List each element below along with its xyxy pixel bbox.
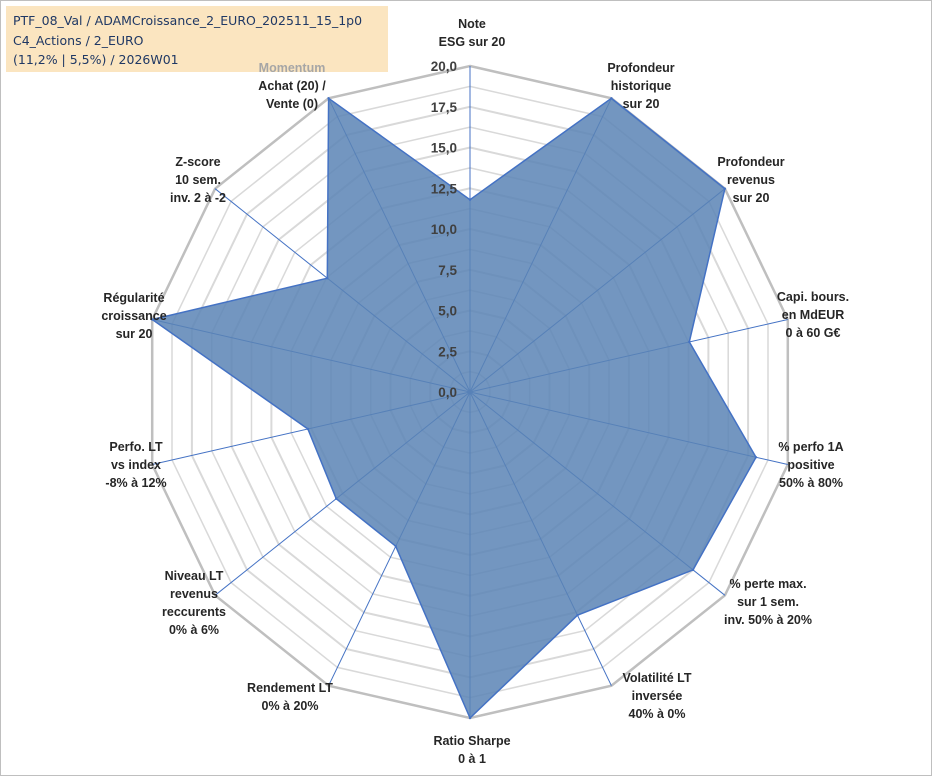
category-label: % perte max. sur 1 sem. inv. 50% à 20% [724, 577, 812, 627]
category-label: Niveau LT revenus reccurents 0% à 6% [162, 569, 226, 637]
performance-summary: (11,2% | 5,5%) / 2026W01 [13, 52, 179, 67]
category-label-line: Note [458, 17, 486, 31]
category-label-line: Volatilité LT [623, 671, 692, 685]
category-label: Volatilité LT inversée 40% à 0% [623, 671, 692, 721]
radar-series [150, 96, 758, 720]
tick-label: 15,0 [431, 141, 457, 156]
tick-label: 17,5 [431, 100, 458, 115]
data-point [691, 568, 695, 572]
data-point [306, 427, 310, 431]
category-label: Rendement LT 0% à 20% [247, 681, 333, 713]
category-label-line: 40% à 0% [629, 707, 686, 721]
category-label-line: -8% à 12% [105, 476, 166, 490]
portfolio-name: PTF_08_Val / ADAMCroissance_2_EURO_20251… [13, 13, 363, 28]
category-label-line: Ratio Sharpe [433, 734, 510, 748]
category-label-line: Capi. bours. [777, 290, 849, 304]
category-label-line: 50% à 80% [779, 476, 843, 490]
category-label-line: Régularité [103, 291, 164, 305]
category-label-line: 0% à 6% [169, 623, 219, 637]
data-point [688, 340, 691, 344]
data-point [468, 716, 472, 720]
radial-axis-ticks: 0,0 2,5 5,0 7,5 10,0 12,5 15,0 17,5 20,0 [431, 59, 458, 400]
category-label-line: 10 sem. [175, 173, 221, 187]
category-labels: Note ESG sur 20 Profondeur historique sur 20… [101, 17, 849, 766]
category-label-line: Vente (0) [266, 97, 318, 111]
tick-label: 2,5 [438, 344, 457, 359]
category-label-line: croissance [101, 309, 166, 323]
category-label-line: Momentum [259, 61, 326, 75]
tick-label: 12,5 [431, 181, 458, 196]
category-label-line: inv. 50% à 20% [724, 613, 812, 627]
data-point [151, 318, 154, 321]
category-label-line: Profondeur [607, 61, 674, 75]
portfolio-info-box: PTF_08_Val / ADAMCroissance_2_EURO_20251… [6, 6, 388, 72]
asset-class: C4_Actions / 2_EURO [13, 32, 144, 48]
category-label: Profondeur revenus sur 20 [717, 155, 784, 205]
category-label: Régularité croissance sur 20 [101, 291, 166, 341]
category-label: Momentum Achat (20) / Vente (0) [258, 61, 326, 111]
data-point [723, 187, 727, 190]
category-label-line: % perte max. [729, 577, 806, 591]
data-point [327, 97, 330, 100]
data-point [754, 456, 758, 459]
category-label-line: vs index [111, 458, 161, 472]
tick-label: 20,0 [431, 59, 457, 74]
tick-label: 0,0 [438, 385, 457, 400]
category-label: Note ESG sur 20 [439, 17, 506, 49]
category-label-line: en MdEUR [782, 308, 845, 322]
category-label: Z-score 10 sem. inv. 2 à -2 [170, 155, 226, 205]
category-label-line: positive [787, 458, 834, 472]
category-label-line: sur 20 [623, 97, 660, 111]
data-point [394, 545, 397, 548]
category-label-line: sur 20 [733, 191, 770, 205]
tick-label: 10,0 [431, 222, 457, 237]
category-label-line: inversée [632, 689, 683, 703]
category-label: Capi. bours. en MdEUR 0 à 60 G€ [777, 290, 849, 340]
data-point [468, 198, 472, 201]
category-label-line: revenus [727, 173, 775, 187]
category-label-line: Z-score [175, 155, 220, 169]
category-label-line: sur 20 [116, 327, 153, 341]
category-label-line: Achat (20) / [258, 79, 326, 93]
category-label-line: Profondeur [717, 155, 784, 169]
category-label-line: inv. 2 à -2 [170, 191, 226, 205]
category-label-line: Rendement LT [247, 681, 333, 695]
category-label: Ratio Sharpe 0 à 1 [433, 734, 510, 766]
category-label-line: sur 1 sem. [737, 595, 799, 609]
category-label-line: Perfo. LT [109, 440, 163, 454]
tick-label: 5,0 [438, 304, 457, 319]
category-label-line: 0% à 20% [262, 699, 319, 713]
category-label-line: Niveau LT [165, 569, 224, 583]
category-label-line: reccurents [162, 605, 226, 619]
category-label-line: revenus [170, 587, 218, 601]
category-label-line: ESG sur 20 [439, 35, 506, 49]
data-point [326, 277, 329, 280]
category-label: Perfo. LT vs index -8% à 12% [105, 440, 166, 490]
data-point [576, 614, 579, 617]
data-point [335, 497, 338, 500]
category-label: % perfo 1A positive 50% à 80% [778, 440, 843, 490]
tick-label: 7,5 [438, 263, 457, 278]
category-label-line: % perfo 1A [778, 440, 843, 454]
category-label-line: historique [611, 79, 671, 93]
data-point [610, 97, 613, 100]
category-label-line: 0 à 60 G€ [786, 326, 841, 340]
category-label: Profondeur historique sur 20 [607, 61, 674, 111]
category-label-line: 0 à 1 [458, 752, 486, 766]
